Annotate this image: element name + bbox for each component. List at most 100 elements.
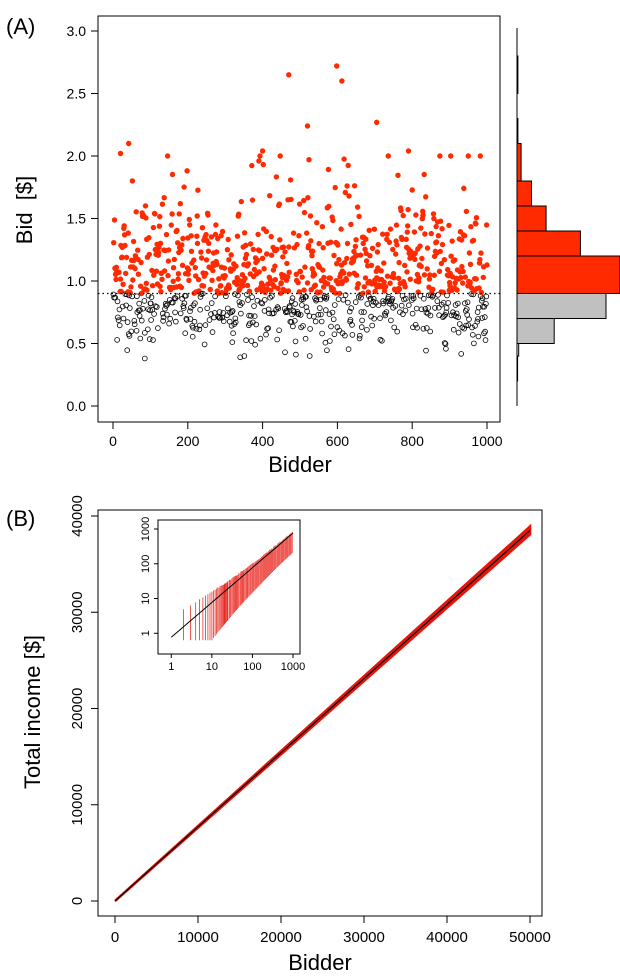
chart-a-point-accepted	[310, 248, 316, 254]
chart-a-point-rejected	[231, 321, 238, 327]
chart-a-point-accepted	[146, 235, 152, 241]
chart-a-y-tick-label: 2.5	[67, 86, 87, 102]
chart-a-point-accepted	[152, 211, 158, 217]
chart-a-point-accepted	[261, 266, 267, 272]
chart-a-point-accepted	[334, 261, 340, 267]
chart-a-point-accepted	[273, 174, 280, 180]
chart-a-point-accepted	[169, 171, 176, 178]
chart-a-point-accepted	[166, 247, 172, 253]
chart-a-point-rejected	[456, 321, 463, 327]
chart-a-point-rejected	[187, 316, 194, 322]
chart-a-point-accepted	[351, 183, 358, 189]
chart-a-point-accepted	[117, 276, 124, 282]
chart-a-point-accepted	[149, 283, 156, 289]
chart-a-x-tick-label: 0	[109, 433, 117, 449]
chart-a-point-rejected	[361, 309, 367, 315]
chart-a-point-rejected	[248, 313, 254, 319]
chart-a-point-rejected	[358, 324, 365, 330]
chart-a-point-rejected	[243, 337, 249, 344]
chart-a-point-accepted	[185, 267, 192, 273]
chart-a-point-rejected	[425, 305, 432, 311]
chart-a-point-rejected	[139, 317, 145, 324]
chart-b-x-tick-label: 40000	[426, 929, 468, 946]
chart-a-point-rejected	[137, 307, 143, 314]
chart-a-point-accepted	[320, 284, 327, 290]
chart-a-point-accepted	[296, 233, 302, 239]
chart-a-point-accepted	[395, 172, 401, 178]
chart-a-point-accepted	[341, 260, 348, 266]
chart-a-point-accepted	[121, 223, 127, 229]
chart-a-point-rejected	[163, 303, 169, 309]
chart-a-histogram-bar	[516, 118, 519, 144]
chart-a-point-accepted	[222, 273, 228, 279]
chart-a-x-tick-label: 400	[251, 433, 275, 449]
chart-a-point-accepted	[448, 253, 454, 259]
chart-a-point-rejected	[245, 297, 251, 303]
chart-a-point-accepted	[213, 249, 220, 255]
chart-a-point-rejected	[124, 319, 131, 325]
chart-a-point-rejected	[450, 326, 457, 333]
chart-a-point-rejected	[116, 306, 123, 313]
chart-a-point-accepted	[477, 153, 483, 159]
chart-a-point-accepted	[125, 230, 131, 236]
chart-a-point-rejected	[269, 293, 275, 299]
chart-a-point-accepted	[431, 215, 437, 222]
chart-a-point-rejected	[197, 306, 203, 313]
chart-a-point-rejected	[331, 331, 338, 338]
chart-a-point-accepted	[363, 236, 369, 242]
chart-a-point-rejected	[364, 326, 370, 333]
chart-a-point-accepted	[285, 288, 292, 294]
chart-a-histogram-bar	[516, 355, 519, 382]
chart-a-point-rejected	[183, 317, 190, 323]
chart-a-point-rejected	[180, 303, 187, 309]
chart-a-point-accepted	[180, 235, 186, 242]
chart-a-point-accepted	[467, 261, 474, 267]
chart-a-point-accepted	[400, 212, 406, 219]
chart-a-point-rejected	[478, 297, 485, 304]
chart-a-point-accepted	[203, 231, 209, 238]
chart-a-point-rejected	[145, 326, 151, 333]
chart-a-point-accepted	[120, 281, 126, 287]
chart-a-point-rejected	[315, 311, 322, 318]
chart-a-point-accepted	[226, 285, 232, 291]
chart-a-point-accepted	[423, 194, 429, 200]
chart-a-point-rejected	[191, 318, 198, 325]
chart-a-point-rejected	[464, 299, 471, 306]
chart-a-point-rejected	[115, 314, 121, 321]
chart-a-point-rejected	[349, 332, 356, 338]
chart-a-point-accepted	[203, 270, 209, 277]
chart-a-point-accepted	[330, 286, 336, 292]
chart-a-point-rejected	[276, 327, 282, 334]
chart-a-point-rejected	[217, 314, 223, 321]
chart-a-point-rejected	[454, 300, 461, 307]
chart-a-point-accepted	[241, 230, 248, 236]
chart-a-point-accepted	[198, 255, 205, 261]
chart-a-point-rejected	[127, 305, 133, 311]
chart-a-point-accepted	[341, 270, 347, 276]
chart-a-point-accepted	[184, 168, 190, 174]
chart-a-point-accepted	[321, 274, 327, 281]
chart-a-point-accepted	[170, 278, 176, 284]
chart-a-point-rejected	[455, 314, 462, 321]
chart-a-point-rejected	[389, 295, 396, 302]
chart-a-y-tick-label: 3.0	[67, 23, 87, 39]
chart-a-histogram-bar	[516, 230, 581, 257]
chart-a-point-accepted	[181, 184, 187, 190]
chart-a-point-accepted	[111, 240, 117, 246]
chart-a-point-rejected	[216, 309, 223, 315]
chart-a-point-accepted	[344, 255, 350, 262]
chart-b-inset-x-ticks: 1 10 100 1000	[168, 654, 305, 673]
chart-a-point-accepted	[380, 231, 386, 237]
chart-a-point-accepted	[346, 271, 353, 277]
chart-a-point-accepted	[135, 247, 141, 253]
chart-b-y-tick-label: 40000	[69, 495, 86, 537]
chart-a-point-rejected	[220, 318, 227, 325]
chart-a-point-rejected	[239, 300, 245, 306]
chart-a-point-rejected	[371, 315, 377, 322]
chart-a-point-rejected	[435, 304, 442, 311]
chart-a-x-tick-label: 600	[326, 433, 350, 449]
chart-a-y-tick-label: 1.5	[67, 211, 87, 227]
chart-a-point-accepted	[439, 241, 446, 248]
chart-a-point-accepted	[311, 271, 318, 278]
chart-a-point-rejected	[201, 341, 208, 348]
